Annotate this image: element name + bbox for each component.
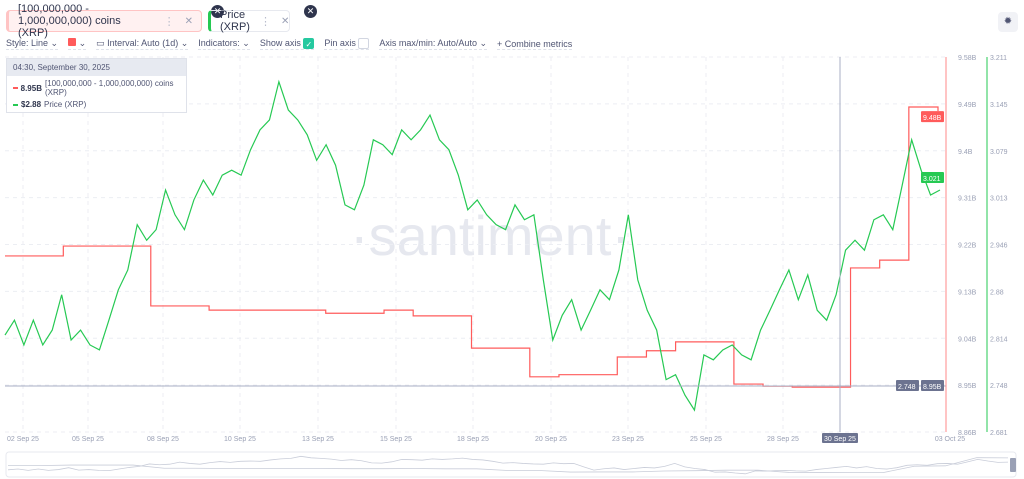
calendar-icon: ▭ <box>96 38 105 49</box>
holdings-line <box>5 106 939 388</box>
axis-maxmin-dropdown[interactable]: Axis max/min: Auto/Auto ⌄ <box>379 38 487 51</box>
checkbox-icon[interactable] <box>358 38 370 50</box>
x-axis-tick: 02 Sep 25 <box>7 436 39 443</box>
metric-chip-price[interactable]: Price (XRP) ⋮ ✕ <box>208 9 290 33</box>
checkbox-checked-icon[interactable]: ✓ <box>303 38 315 50</box>
navigator-price-line <box>7 455 1009 475</box>
tooltip-row-price: $2.88 Price (XRP) <box>7 97 186 109</box>
metric-chip-label: Price (XRP) <box>220 9 250 33</box>
x-axis-tick: 25 Sep 25 <box>690 436 722 443</box>
right-axis-tick: 2.88 <box>990 289 1004 296</box>
left-axis-tick: 9.31B <box>958 196 977 203</box>
metric-toolbar: Style: Line ⌄ ⌄ ▭ Interval: Auto (1d) ⌄ … <box>6 38 573 51</box>
combine-metrics-button[interactable]: + Combine metrics <box>497 38 573 50</box>
watermark: ·santiment· <box>350 204 630 267</box>
left-axis-tick: 9.4B <box>958 149 973 156</box>
more-icon[interactable]: ⋮ <box>259 15 271 28</box>
left-axis-tick: 9.58B <box>958 55 977 62</box>
cursor-date-bg <box>822 433 858 443</box>
left-axis-tick: 9.22B <box>958 243 977 250</box>
chart-tooltip: 04:30, September 30, 2025 8.95B [100,000,… <box>6 58 187 113</box>
price-line <box>4 79 941 412</box>
interval-dropdown[interactable]: ▭ Interval: Auto (1d) ⌄ <box>96 38 189 51</box>
right-axis-tick: 3.079 <box>990 149 1008 156</box>
price-cursor-value: 2.748 <box>898 384 916 391</box>
x-axis-tick: 08 Sep 25 <box>147 436 179 443</box>
metric-chip-label: [100,000,000 - 1,000,000,000) coins (XRP… <box>18 3 121 39</box>
right-axis-tick: 2.681 <box>990 430 1008 437</box>
x-axis-tick: 03 Oct 25 <box>935 436 965 443</box>
close-icon[interactable]: ✕ <box>211 5 224 18</box>
left-axis-tick: 9.13B <box>958 289 977 296</box>
x-axis-tick: 10 Sep 25 <box>224 436 256 443</box>
style-dropdown[interactable]: Style: Line ⌄ <box>6 38 59 51</box>
tooltip-date: 04:30, September 30, 2025 <box>7 59 186 76</box>
color-picker[interactable]: ⌄ <box>68 38 87 51</box>
left-axis-tick: 8.86B <box>958 430 977 437</box>
metric-chip-holdings[interactable]: [100,000,000 - 1,000,000,000) coins (XRP… <box>6 3 202 39</box>
navigator-handle[interactable] <box>1010 458 1016 472</box>
price-cursor-value-bg <box>896 380 919 391</box>
close-icon[interactable]: ✕ <box>304 5 317 18</box>
x-axis-tick: 15 Sep 25 <box>380 436 412 443</box>
right-axis-tick: 3.013 <box>990 196 1008 203</box>
settings-button[interactable]: ✹ <box>998 12 1018 32</box>
x-axis-tick: 05 Sep 25 <box>72 436 104 443</box>
more-icon[interactable]: ⋮ <box>163 15 175 28</box>
pin-axis-toggle[interactable]: Pin axis <box>324 38 370 51</box>
tooltip-row-holdings: 8.95B [100,000,000 - 1,000,000,000) coins… <box>7 76 186 97</box>
left-axis-tick: 8.95B <box>958 383 977 390</box>
x-axis-tick: 23 Sep 25 <box>612 436 644 443</box>
x-axis-tick: 28 Sep 25 <box>767 436 799 443</box>
x-axis-tick: 18 Sep 25 <box>457 436 489 443</box>
x-axis-tick: 20 Sep 25 <box>535 436 567 443</box>
right-axis-tick: 3.145 <box>990 102 1008 109</box>
price-last-value: 3.021 <box>923 176 941 183</box>
remove-icon[interactable]: ✕ <box>184 15 193 27</box>
right-axis-tick: 2.946 <box>990 243 1008 250</box>
holdings-last-value: 9.48B <box>923 115 942 122</box>
navigator-holdings-line <box>8 457 1009 474</box>
x-axis-tick: 13 Sep 25 <box>302 436 334 443</box>
right-axis-tick: 3.211 <box>990 55 1007 62</box>
right-axis-tick: 2.748 <box>990 383 1008 390</box>
left-axis-tick: 9.49B <box>958 102 977 109</box>
holdings-cursor-value-bg <box>921 380 944 391</box>
remove-icon[interactable]: ✕ <box>280 15 290 27</box>
indicators-dropdown[interactable]: Indicators: ⌄ <box>198 38 250 51</box>
price-last-value-bg <box>921 172 944 184</box>
holdings-cursor-value: 8.95B <box>923 384 942 391</box>
right-axis-tick: 2.814 <box>990 336 1008 343</box>
show-axis-toggle[interactable]: Show axis ✓ <box>259 38 315 51</box>
cursor-date-label: 30 Sep 25 <box>824 436 856 443</box>
left-axis-tick: 9.04B <box>958 336 977 343</box>
holdings-last-value-bg <box>921 111 944 123</box>
color-swatch <box>68 38 77 47</box>
